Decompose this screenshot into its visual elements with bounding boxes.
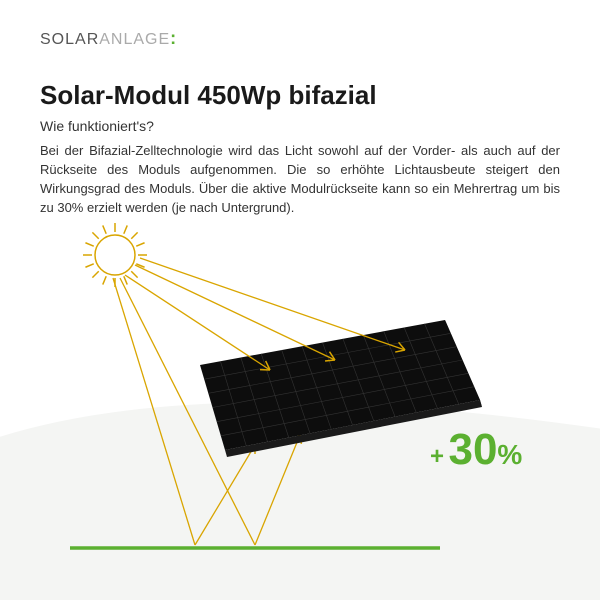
logo-part1: SOLAR [40, 31, 99, 48]
description-text: Bei der Bifazial-Zelltechnologie wird da… [40, 142, 560, 217]
bifacial-diagram: + 30% [0, 210, 600, 600]
yield-increase-label: + 30% [430, 425, 522, 475]
logo-part2: ANLAGE [99, 31, 170, 48]
plus-sign: + [430, 443, 444, 470]
logo-dots: : [170, 28, 174, 48]
percent-value: 30 [448, 425, 497, 474]
subtitle: Wie funktioniert's? [40, 118, 154, 134]
percent-symbol: % [497, 439, 522, 470]
brand-logo: SOLARANLAGE: [40, 28, 174, 49]
diagram-svg [0, 210, 600, 600]
page-title: Solar-Modul 450Wp bifazial [40, 80, 377, 111]
